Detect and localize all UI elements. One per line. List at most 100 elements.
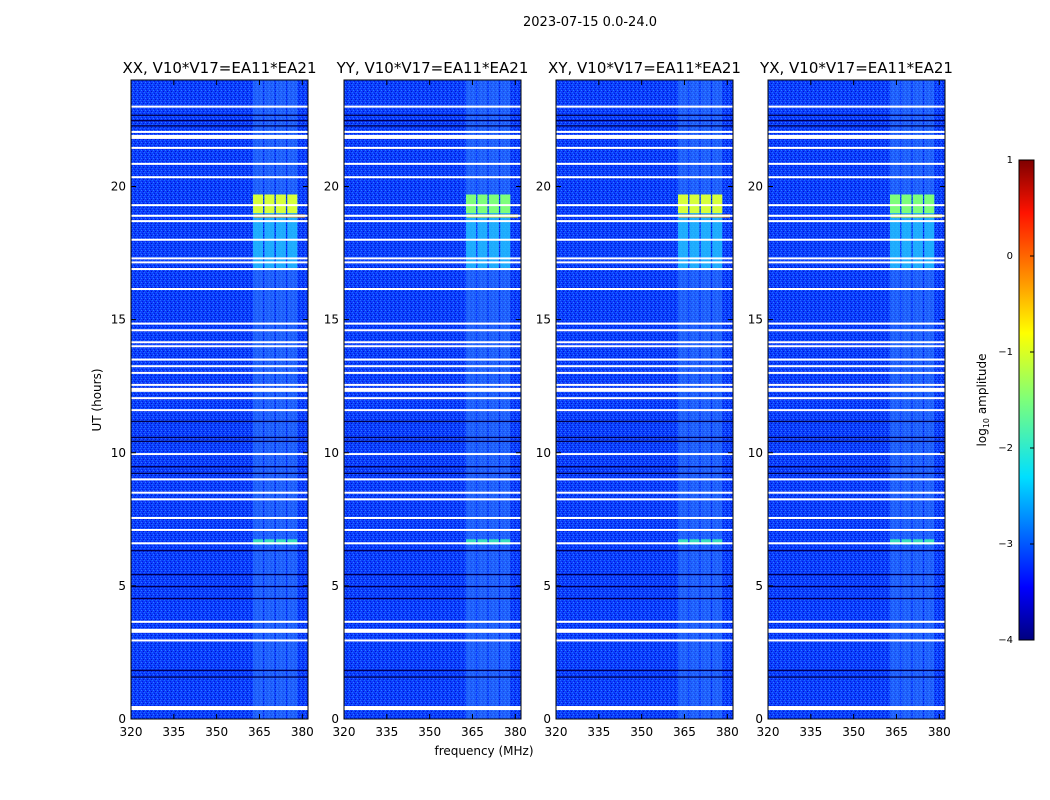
flagged-row [131, 329, 308, 332]
rfi-channel-burst [287, 539, 298, 545]
flagged-row [131, 542, 308, 545]
flagged-row [556, 409, 733, 412]
rfi-channel-column [901, 80, 912, 719]
panel-frame [767, 79, 946, 720]
flagged-row [344, 257, 521, 260]
x-tick-label: 350 [205, 725, 228, 739]
rfi-channel-band [253, 194, 264, 270]
y-tick-label: 10 [324, 446, 339, 460]
y-tick-label: 10 [111, 446, 126, 460]
x-tick-label: 365 [248, 725, 271, 739]
flagged-row [556, 238, 733, 241]
flagged-row [344, 491, 521, 494]
rfi-channel-burst [678, 539, 689, 545]
flagged-row [131, 371, 308, 374]
flagged-row [556, 176, 733, 179]
dark-row [768, 114, 945, 116]
colorbar-tick-label: 0 [1007, 251, 1013, 262]
dark-row [556, 669, 733, 672]
flagged-row [768, 620, 945, 623]
rfi-channel-column [700, 80, 711, 719]
flagged-row [556, 542, 733, 545]
heatmap-background [131, 80, 308, 719]
dark-row [344, 125, 521, 127]
x-tick-label: 365 [461, 725, 484, 739]
flagged-row [556, 528, 733, 531]
flagged-row [131, 288, 308, 291]
dark-row [131, 125, 308, 127]
flagged-row [131, 130, 308, 133]
flagged-row [131, 146, 308, 149]
flagged-row [768, 162, 945, 165]
flagged-row [768, 288, 945, 291]
flagged-row [768, 358, 945, 361]
flagged-row [768, 639, 945, 642]
y-tick-label: 20 [324, 180, 339, 194]
rfi-channel-burst [477, 539, 488, 545]
rfi-channel-burst [678, 194, 689, 214]
panel-1: XX, V10*V17=EA11*EA21 320 335 350 365 380 0 5 10… [111, 59, 317, 739]
flagged-row [344, 176, 521, 179]
rfi-channel-column [275, 80, 286, 719]
dark-row [768, 549, 945, 552]
panel-title: XY, V10*V17=EA11*EA21 [548, 59, 741, 77]
y-tick-label: 20 [111, 180, 126, 194]
dark-row [556, 125, 733, 127]
flagged-row [768, 453, 945, 456]
flagged-row [344, 329, 521, 332]
flagged-row [556, 204, 733, 207]
flagged-row [768, 409, 945, 412]
panel-4: YX, V10*V17=EA11*EA21 320 335 350 365 380 0 5 10… [748, 59, 953, 739]
dark-row [131, 420, 308, 423]
y-tick-label: 20 [536, 180, 551, 194]
rfi-channel-burst [689, 194, 700, 214]
flagged-row [768, 542, 945, 545]
y-tick-label: 15 [748, 313, 763, 327]
dark-row [131, 472, 308, 475]
rfi-channel-burst [912, 539, 923, 545]
dark-row [768, 125, 945, 127]
x-tick-label: 335 [162, 725, 185, 739]
flagged-row [556, 491, 733, 494]
x-tick-label: 320 [333, 725, 356, 739]
dark-row [344, 597, 521, 600]
dark-row [344, 440, 521, 443]
colorbar: log10 amplitude 1 0 −1 −2 −3 −4 [975, 155, 1035, 646]
flagged-row [131, 365, 308, 368]
dark-row [344, 669, 521, 672]
rfi-channel-band [712, 194, 723, 270]
flagged-row [131, 134, 308, 139]
y-tick-label: 0 [331, 712, 339, 726]
dark-row [344, 466, 521, 468]
flagged-row [768, 491, 945, 494]
dark-row [768, 597, 945, 600]
rfi-channel-burst [912, 194, 923, 214]
rfi-channel-band [477, 194, 488, 270]
flagged-row [344, 261, 521, 264]
x-tick-label: 380 [504, 725, 527, 739]
flagged-row [556, 628, 733, 633]
flagged-row [556, 268, 733, 271]
flagged-row [768, 257, 945, 260]
flagged-row [768, 322, 945, 325]
panels-group: XX, V10*V17=EA11*EA21 320 335 350 365 380 0 5 10… [111, 59, 953, 739]
dark-row [556, 549, 733, 552]
panel-2: YY, V10*V17=EA11*EA21 320 335 350 365 380 0 5 10… [324, 59, 529, 739]
rfi-channel-column [689, 80, 700, 719]
rfi-channel-column [678, 80, 689, 719]
flagged-row [556, 397, 733, 400]
rfi-channel-burst [700, 539, 711, 545]
flagged-row [131, 341, 308, 344]
flagged-row [344, 322, 521, 325]
y-axis-label: UT (hours) [90, 368, 104, 431]
flagged-row [131, 383, 308, 386]
flagged-row [768, 371, 945, 374]
figure-suptitle: 2023-07-15 0.0-24.0 [523, 15, 657, 30]
flagged-row [344, 478, 521, 481]
flagged-row [556, 257, 733, 260]
flagged-row [131, 516, 308, 519]
flagged-row [556, 214, 733, 217]
flagged-row [768, 528, 945, 531]
x-tick-label: 320 [545, 725, 568, 739]
